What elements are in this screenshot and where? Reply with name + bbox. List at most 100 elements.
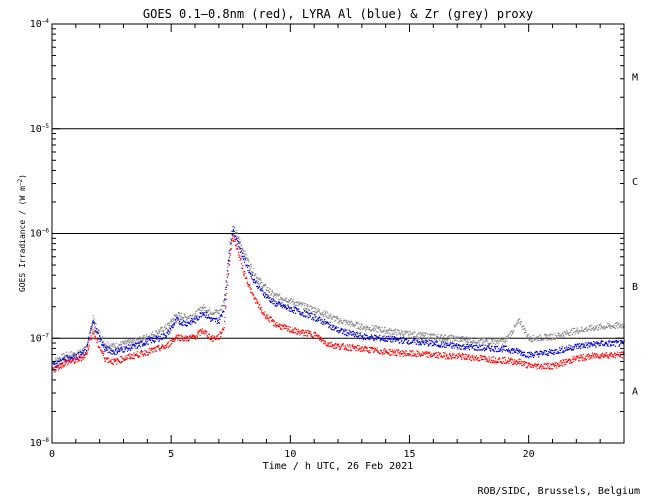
data-point — [294, 302, 296, 304]
data-point — [351, 344, 353, 346]
data-point — [202, 307, 204, 309]
data-point — [90, 326, 92, 328]
data-point — [385, 339, 387, 342]
data-point — [60, 364, 62, 366]
data-point — [377, 331, 379, 333]
data-point — [591, 352, 594, 354]
data-point — [380, 338, 382, 341]
data-point — [117, 345, 119, 348]
data-point — [370, 330, 372, 332]
data-point — [126, 358, 128, 360]
data-point — [397, 329, 399, 332]
data-point — [495, 345, 497, 347]
data-point — [165, 345, 167, 347]
data-point — [225, 305, 227, 307]
data-point — [481, 349, 483, 351]
data-point — [329, 321, 331, 323]
data-point — [99, 339, 101, 341]
data-point — [566, 331, 568, 333]
data-point — [315, 332, 317, 334]
data-point — [439, 345, 441, 347]
data-point — [200, 316, 202, 318]
data-point — [208, 316, 210, 318]
data-point — [380, 350, 383, 352]
data-point — [351, 345, 354, 347]
data-point — [572, 358, 574, 360]
data-point — [129, 356, 131, 358]
data-point — [350, 331, 352, 333]
data-point — [605, 355, 607, 358]
data-point — [101, 350, 103, 353]
data-point — [92, 333, 95, 335]
data-point — [558, 352, 560, 354]
data-point — [522, 325, 524, 327]
data-point — [453, 336, 455, 338]
data-point — [249, 287, 251, 289]
data-point — [60, 357, 62, 359]
data-point — [391, 330, 393, 332]
data-point — [613, 356, 615, 358]
data-point — [419, 344, 421, 346]
data-point — [423, 341, 425, 343]
data-point — [450, 356, 452, 358]
data-point — [318, 319, 320, 321]
data-point — [274, 305, 276, 307]
data-point — [426, 340, 428, 342]
data-point — [451, 338, 453, 340]
data-point — [480, 357, 482, 359]
data-point — [186, 316, 188, 318]
data-point — [471, 341, 473, 343]
data-point — [373, 350, 375, 353]
data-point — [439, 346, 441, 348]
data-point — [365, 334, 367, 336]
data-point — [566, 333, 568, 335]
data-point — [540, 363, 542, 365]
data-point — [155, 330, 157, 332]
data-point — [129, 347, 131, 349]
data-point — [616, 341, 618, 343]
data-point — [523, 365, 525, 367]
data-point — [75, 354, 77, 356]
data-point — [549, 368, 552, 370]
data-point — [500, 346, 503, 348]
data-point — [583, 343, 585, 345]
data-point — [149, 336, 151, 338]
data-point — [608, 355, 610, 357]
data-point — [386, 351, 388, 353]
data-point — [610, 328, 612, 330]
data-point — [542, 366, 544, 368]
data-point — [348, 320, 350, 322]
data-point — [202, 330, 204, 332]
data-point — [115, 348, 117, 350]
data-point — [177, 334, 179, 336]
data-point — [599, 343, 601, 345]
data-point — [513, 359, 516, 361]
data-point — [93, 320, 95, 323]
data-point — [360, 347, 362, 349]
data-point — [563, 364, 565, 366]
data-point — [184, 314, 186, 316]
data-point — [510, 330, 512, 333]
data-point — [180, 335, 182, 337]
data-point — [619, 344, 621, 346]
data-point — [266, 296, 268, 298]
data-point — [209, 311, 212, 313]
data-point — [522, 361, 524, 363]
data-point — [442, 356, 444, 358]
data-point — [256, 277, 258, 279]
data-point — [599, 344, 601, 346]
data-point — [211, 312, 213, 314]
data-point — [166, 328, 168, 330]
data-point — [409, 337, 411, 339]
data-point — [132, 347, 134, 349]
data-point — [370, 334, 373, 336]
data-point — [454, 357, 456, 359]
data-point — [97, 332, 99, 334]
data-point — [244, 253, 246, 255]
data-point — [513, 351, 516, 353]
data-point — [477, 342, 479, 344]
data-point — [88, 333, 90, 335]
data-point — [450, 342, 452, 344]
data-point — [114, 346, 116, 348]
data-point — [445, 343, 448, 345]
